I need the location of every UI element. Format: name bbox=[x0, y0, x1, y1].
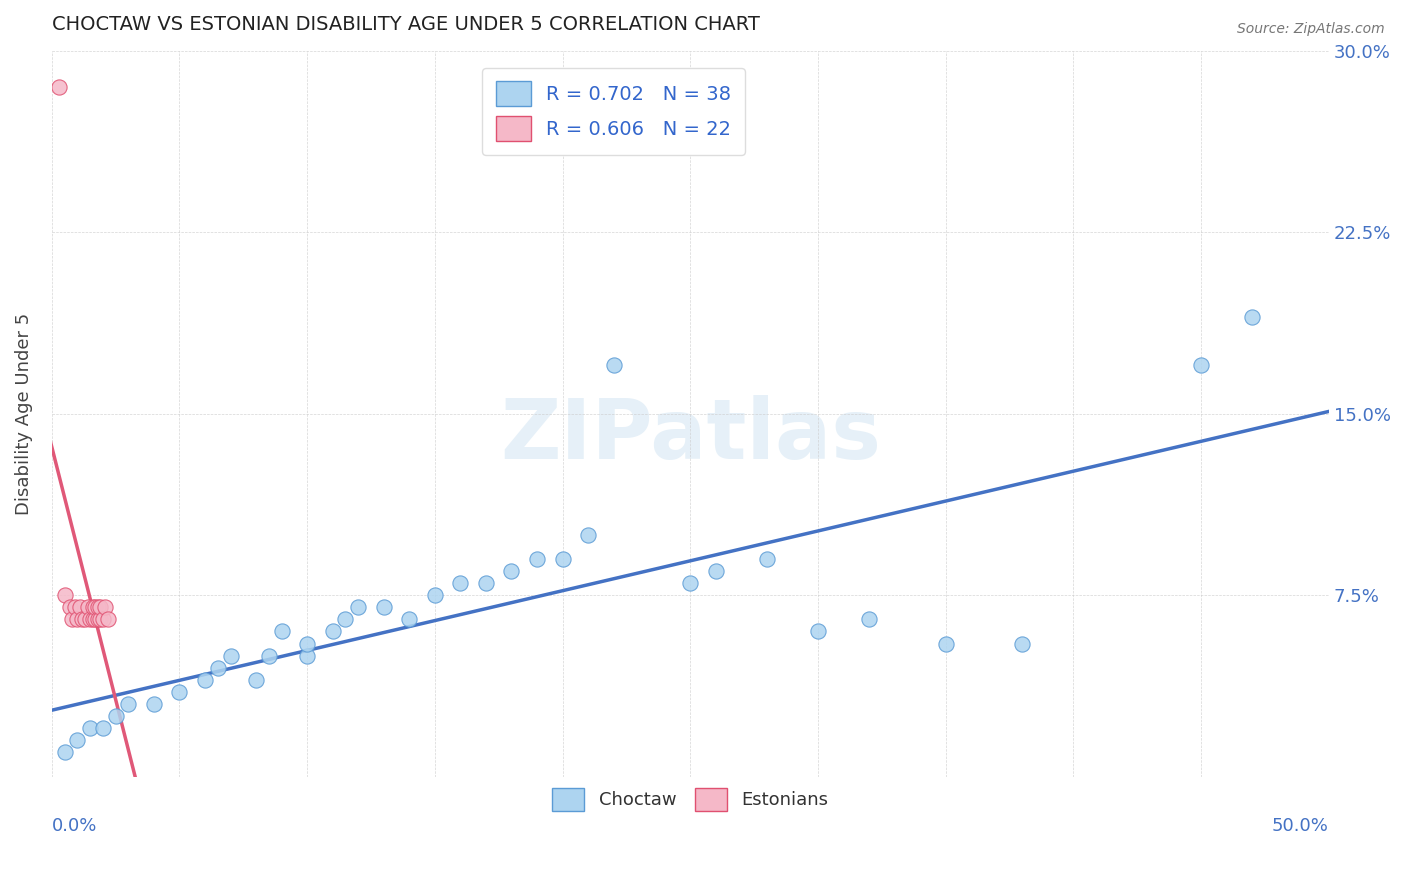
Point bbox=[576, 527, 599, 541]
Point bbox=[423, 588, 446, 602]
Point bbox=[335, 612, 357, 626]
Point bbox=[807, 624, 830, 639]
Point bbox=[322, 624, 344, 639]
Point bbox=[97, 612, 120, 626]
Point bbox=[935, 636, 957, 650]
Point bbox=[398, 612, 420, 626]
Point bbox=[270, 624, 292, 639]
Y-axis label: Disability Age Under 5: Disability Age Under 5 bbox=[15, 312, 32, 515]
Point bbox=[63, 600, 86, 615]
Point bbox=[207, 661, 229, 675]
Point bbox=[858, 612, 880, 626]
Point bbox=[82, 600, 104, 615]
Point bbox=[59, 600, 82, 615]
Point bbox=[84, 612, 107, 626]
Point bbox=[245, 673, 267, 687]
Point bbox=[347, 600, 370, 615]
Point bbox=[72, 612, 94, 626]
Point bbox=[91, 612, 114, 626]
Point bbox=[94, 600, 117, 615]
Legend: Choctaw, Estonians: Choctaw, Estonians bbox=[544, 780, 835, 818]
Point bbox=[1011, 636, 1033, 650]
Point bbox=[73, 612, 96, 626]
Point bbox=[219, 648, 242, 663]
Point bbox=[602, 359, 624, 373]
Point bbox=[142, 697, 165, 711]
Point bbox=[89, 600, 111, 615]
Point bbox=[91, 721, 114, 735]
Point bbox=[449, 576, 471, 591]
Point bbox=[295, 636, 318, 650]
Point bbox=[373, 600, 395, 615]
Point bbox=[84, 600, 107, 615]
Point bbox=[87, 600, 110, 615]
Text: 50.0%: 50.0% bbox=[1272, 816, 1329, 835]
Point bbox=[104, 709, 127, 723]
Point bbox=[79, 612, 101, 626]
Point bbox=[1241, 310, 1264, 324]
Point bbox=[526, 552, 548, 566]
Point bbox=[1189, 359, 1212, 373]
Point bbox=[755, 552, 778, 566]
Point bbox=[82, 612, 104, 626]
Text: 0.0%: 0.0% bbox=[52, 816, 97, 835]
Point bbox=[76, 600, 98, 615]
Point bbox=[194, 673, 217, 687]
Text: ZIPatlas: ZIPatlas bbox=[499, 395, 880, 476]
Point bbox=[48, 80, 70, 95]
Point bbox=[60, 612, 83, 626]
Point bbox=[69, 600, 91, 615]
Point bbox=[89, 612, 111, 626]
Point bbox=[679, 576, 702, 591]
Point bbox=[295, 648, 318, 663]
Point bbox=[117, 697, 139, 711]
Text: CHOCTAW VS ESTONIAN DISABILITY AGE UNDER 5 CORRELATION CHART: CHOCTAW VS ESTONIAN DISABILITY AGE UNDER… bbox=[52, 15, 759, 34]
Point bbox=[66, 733, 89, 747]
Point bbox=[704, 564, 727, 578]
Point bbox=[475, 576, 498, 591]
Point bbox=[87, 612, 110, 626]
Point bbox=[501, 564, 523, 578]
Point bbox=[79, 721, 101, 735]
Point bbox=[169, 685, 191, 699]
Point bbox=[53, 588, 76, 602]
Point bbox=[551, 552, 574, 566]
Point bbox=[53, 746, 76, 760]
Point bbox=[66, 612, 89, 626]
Point bbox=[257, 648, 280, 663]
Text: Source: ZipAtlas.com: Source: ZipAtlas.com bbox=[1237, 22, 1385, 37]
